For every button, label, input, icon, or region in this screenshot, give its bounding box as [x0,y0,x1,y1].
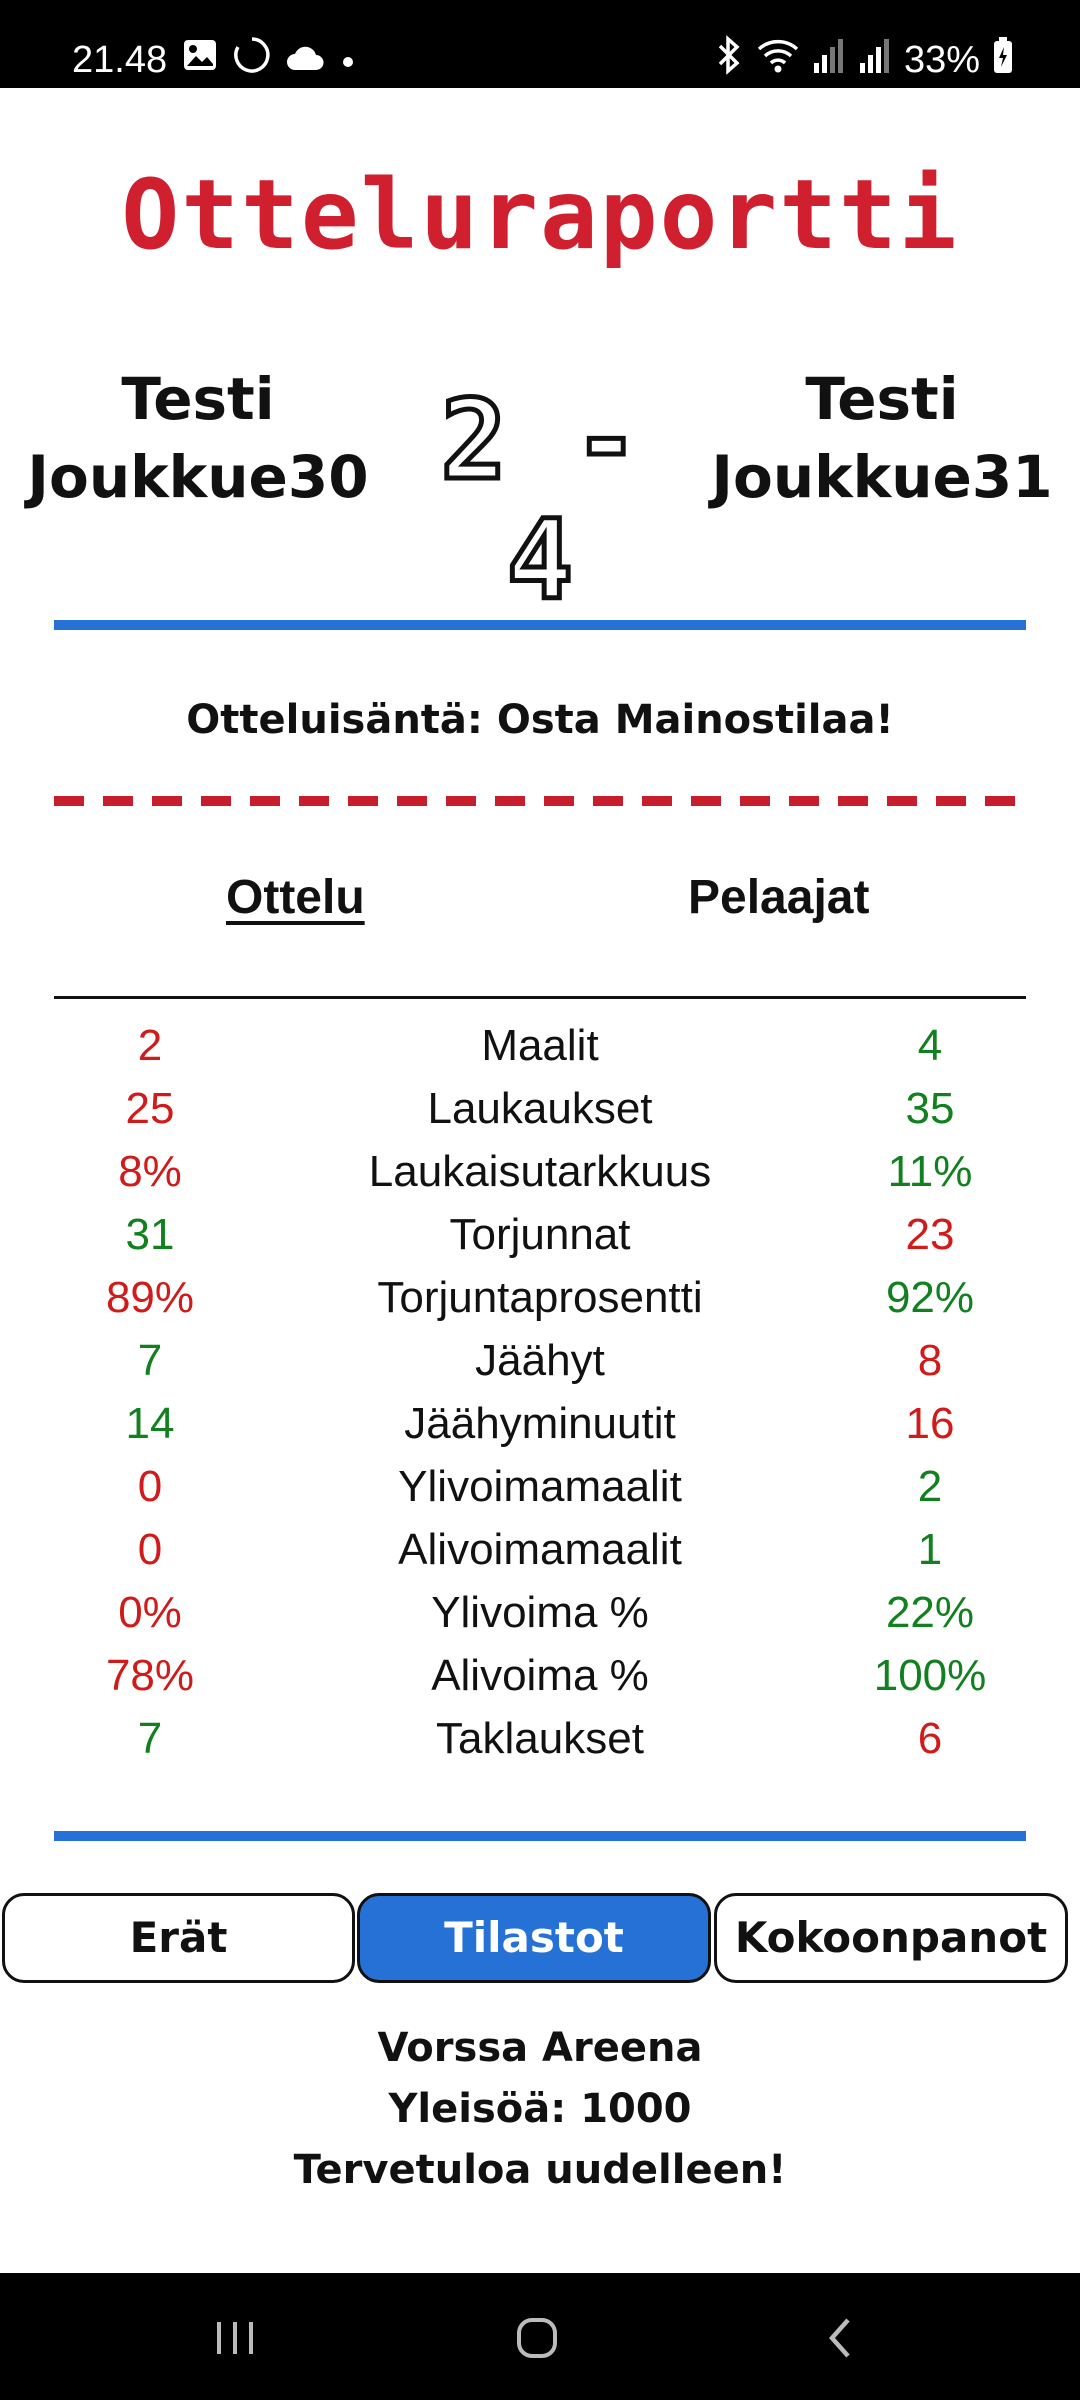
sync-icon [232,35,272,85]
divider-blue [54,1831,1026,1841]
stat-label: Alivoima % [431,1651,649,1700]
farewell-text: Tervetuloa uudelleen! [293,2147,787,2193]
battery-percent: 33% [903,39,980,81]
stat-label: Jäähyt [475,1336,605,1385]
dot-icon [338,39,358,82]
stat-home-value: 0 [137,1525,163,1574]
stat-home-value: 25 [125,1084,175,1133]
stat-label: Laukaukset [427,1084,653,1133]
navigation-bar [0,2273,1080,2400]
image-icon [182,37,218,83]
tab-pelaajat[interactable]: Pelaajat [688,871,870,924]
recent-apps-icon[interactable] [195,2303,275,2373]
home-team-name: Testi Joukkue30 [27,365,369,511]
signal-icon [858,35,892,85]
stat-home-value: 8% [118,1147,182,1196]
stat-home-value: 7 [137,1714,163,1763]
arena-name: Vorssa Areena [377,2025,703,2071]
attendance: Yleisöä: 1000 [388,2086,692,2132]
stat-label: Ylivoimamaalit [398,1462,682,1511]
stat-label: Laukaisutarkkuus [368,1147,712,1196]
signal-icon [812,35,846,85]
stat-away-value: 100% [873,1651,987,1700]
bluetooth-icon [714,35,744,85]
stat-home-value: 31 [125,1210,175,1259]
periods-button[interactable]: Erät [2,1893,355,1983]
stat-row: 25 Laukaukset 35 [0,1077,1080,1140]
wifi-icon [756,35,800,85]
match-host: Otteluisäntä: Osta Mainostilaa! [186,697,894,743]
stat-row: 89% Torjuntaprosentti 92% [0,1266,1080,1329]
stat-away-value: 1 [917,1525,943,1574]
stat-home-value: 0 [137,1462,163,1511]
lineups-button[interactable]: Kokoonpanot [714,1893,1068,1983]
status-right-icons: 33% [714,35,1014,85]
stat-row: 0 Alivoimamaalit 1 [0,1518,1080,1581]
stat-away-value: 35 [905,1084,955,1133]
stat-away-value: 11% [887,1147,973,1196]
page-title: Otteluraportti [121,159,959,271]
stats-table: 2 Maalit 4 25 Laukaukset 35 8% Laukaisutarkkuus… [0,1014,1080,1770]
stat-label: Alivoimamaalit [398,1525,682,1574]
stat-label: Jäähyminuutit [404,1399,676,1448]
stat-label: Torjunnat [449,1210,631,1259]
stat-away-value: 2 [917,1462,943,1511]
stat-label: Ylivoima % [431,1588,649,1637]
stat-row: 0 Ylivoimamaalit 2 [0,1455,1080,1518]
tab-ottelu[interactable]: Ottelu [226,871,365,924]
divider-blue [54,620,1026,630]
stat-row: 8% Laukaisutarkkuus 11% [0,1140,1080,1203]
cloud-icon [286,39,324,82]
stat-label: Maalit [481,1021,599,1070]
stat-home-value: 89% [105,1273,195,1322]
stat-away-value: 92% [885,1273,975,1322]
stat-home-value: 0% [118,1588,182,1637]
battery-charging-icon [992,35,1014,85]
stat-home-value: 14 [125,1399,175,1448]
stat-row: 0% Ylivoima % 22% [0,1581,1080,1644]
stats-button[interactable]: Tilastot [357,1893,711,1983]
stat-home-value: 2 [137,1021,163,1070]
stat-away-value: 16 [905,1399,955,1448]
stat-away-value: 22% [885,1588,975,1637]
stat-label: Taklaukset [436,1714,644,1763]
away-team-name: Testi Joukkue31 [711,365,1053,511]
back-icon[interactable] [800,2303,880,2373]
stat-home-value: 78% [105,1651,195,1700]
match-score: 2 - 4 [438,376,642,624]
stat-away-value: 23 [905,1210,955,1259]
stat-away-value: 4 [917,1021,943,1070]
divider-dashed [54,796,1026,806]
stat-row: 7 Taklaukset 6 [0,1707,1080,1770]
stat-row: 31 Torjunnat 23 [0,1203,1080,1266]
status-bar: 21.48 33% [0,0,1080,88]
status-left-icons [182,36,358,84]
stat-row: 7 Jäähyt 8 [0,1329,1080,1392]
divider-thin [54,996,1026,999]
status-time: 21.48 [72,39,168,81]
home-icon[interactable] [497,2303,577,2373]
stat-row: 2 Maalit 4 [0,1014,1080,1077]
stat-label: Torjuntaprosentti [377,1273,703,1322]
stat-away-value: 8 [917,1336,943,1385]
stat-row: 78% Alivoima % 100% [0,1644,1080,1707]
stat-home-value: 7 [137,1336,163,1385]
stat-away-value: 6 [917,1714,943,1763]
stat-row: 14 Jäähyminuutit 16 [0,1392,1080,1455]
